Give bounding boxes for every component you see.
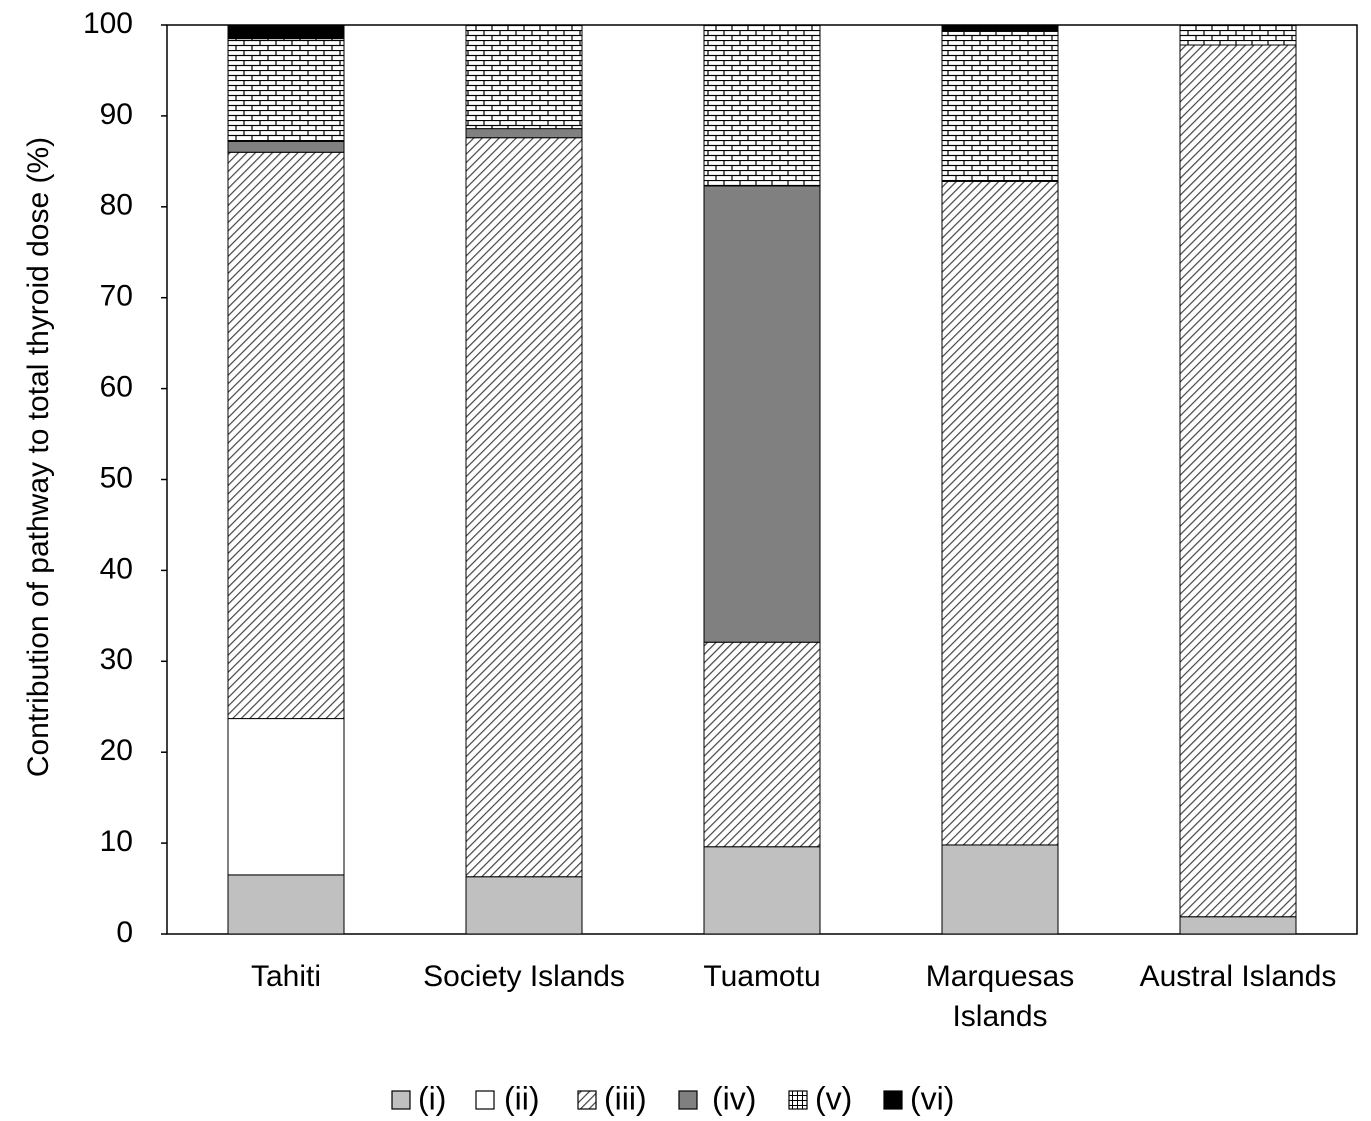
x-category-label: Tuamotu	[703, 960, 820, 993]
bar-segment	[703, 641, 821, 848]
bar-segment	[703, 185, 821, 643]
legend-label: (i)	[418, 1080, 446, 1116]
x-axis-categories: Tahiti Society Islands Tuamotu Marquesas Isl…	[251, 960, 1336, 1033]
y-tick-label: 80	[100, 189, 133, 222]
y-tick-label: 50	[100, 461, 133, 494]
bar-segment	[1179, 916, 1297, 935]
bar-segment	[703, 846, 821, 935]
bar-segment	[703, 24, 821, 187]
legend-label: (ii)	[504, 1080, 540, 1116]
bar-segment	[227, 874, 345, 935]
bar-segment	[465, 24, 583, 130]
x-category-label: Tahiti	[251, 960, 321, 993]
legend-swatch	[475, 1090, 495, 1110]
y-tick-label: 10	[100, 825, 133, 858]
y-axis: 0 10 20 30 40 50 60 70 80 90 100	[83, 7, 167, 949]
bar-segment	[227, 140, 345, 153]
y-tick-label: 90	[100, 98, 133, 131]
legend-label: (v)	[815, 1080, 852, 1116]
bars	[227, 24, 1297, 935]
x-category-label: Austral Islands	[1140, 960, 1337, 993]
bar-segment	[227, 38, 345, 142]
y-tick-label: 40	[100, 552, 133, 585]
x-category-label: Society Islands	[423, 960, 625, 993]
legend-swatch	[883, 1090, 903, 1110]
bar-segment	[465, 128, 583, 139]
bar-segment	[1179, 24, 1297, 46]
legend-swatch	[788, 1090, 808, 1110]
bar-segment	[941, 844, 1059, 935]
bar-segment	[941, 180, 1059, 846]
x-category-label: Marquesas	[926, 960, 1074, 993]
y-tick-label: 20	[100, 734, 133, 767]
y-tick-label: 30	[100, 643, 133, 676]
bar-segment	[941, 30, 1059, 182]
legend: (i) (ii) (iii) (iv) (v) (vi)	[391, 1080, 954, 1116]
legend-label: (iv)	[712, 1080, 756, 1116]
x-category-label: Islands	[952, 1000, 1047, 1033]
bar-segment	[227, 718, 345, 876]
bar-segment	[465, 876, 583, 935]
bar-segment	[941, 24, 1059, 32]
y-axis-title: Contribution of pathway to total thyroid…	[22, 137, 55, 777]
legend-label: (vi)	[910, 1080, 954, 1116]
bar-segment	[227, 151, 345, 720]
bar-segment	[227, 24, 345, 40]
legend-swatch	[678, 1090, 698, 1110]
y-tick-label: 60	[100, 371, 133, 404]
legend-label: (iii)	[604, 1080, 647, 1116]
legend-swatch	[391, 1090, 411, 1110]
y-tick-label: 100	[83, 7, 133, 40]
y-tick-label: 70	[100, 280, 133, 313]
bar-segment	[1179, 44, 1297, 918]
legend-swatch	[577, 1090, 597, 1110]
y-tick-label: 0	[116, 916, 133, 949]
bar-segment	[465, 137, 583, 878]
